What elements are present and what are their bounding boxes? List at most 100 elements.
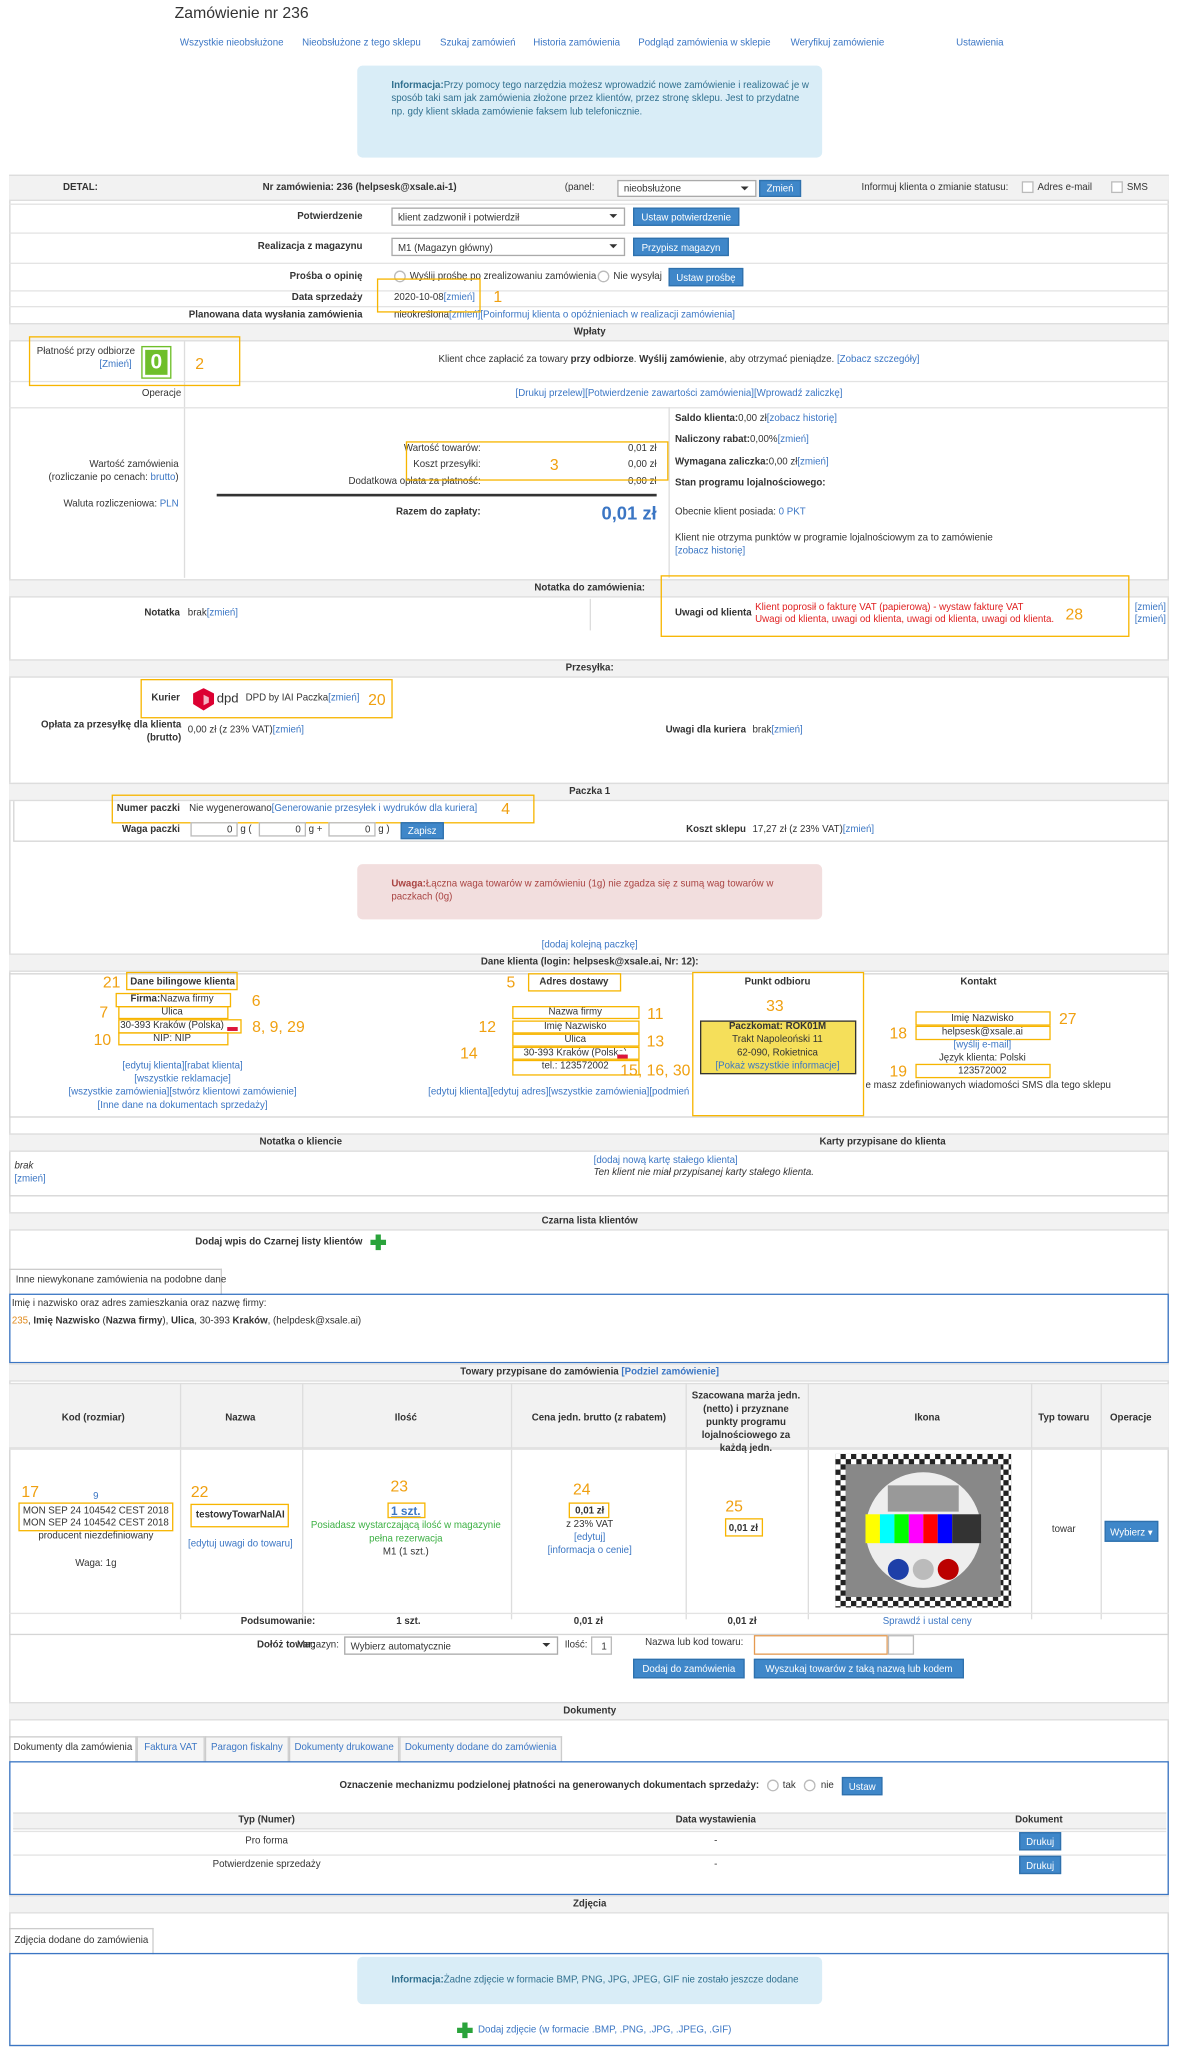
link[interactable]: [zmień] (449, 308, 481, 320)
link[interactable]: [Zobacz szczegóły] (836, 352, 920, 365)
link[interactable]: Szukaj zamówień (439, 36, 516, 49)
warehouse-select[interactable]: Wybierz automatycznie (344, 1636, 559, 1655)
label: Podsumowanie: (240, 1614, 316, 1627)
documents-frame (9, 1761, 1169, 1896)
link[interactable]: [Potwierdzenie zawartości zamówienia] (585, 386, 754, 399)
link[interactable]: [zmień] (842, 822, 875, 835)
add-photo-icon[interactable] (457, 2022, 473, 2039)
text: Dodaj wpis do Czarnej listy klientów (195, 1235, 362, 1249)
link[interactable]: [Wprowadź zaliczkę] (753, 386, 843, 399)
link[interactable]: [zmień] (1134, 612, 1167, 625)
link[interactable]: [Podziel zamówienie] (621, 1365, 720, 1378)
text: Data wystawienia (676, 1813, 756, 1826)
status-select[interactable]: nieobsłużone (617, 179, 757, 197)
button[interactable]: Wyszukaj towarów z taką nazwą lub kodem (753, 1658, 964, 1679)
link[interactable]: [zmień] (777, 432, 809, 445)
link[interactable]: 1 szt. (391, 1504, 421, 1518)
total-amount: 0,01 zł (601, 502, 656, 524)
link[interactable]: [podmień a (649, 1085, 698, 1098)
link[interactable]: [edytuj klienta] (122, 1059, 185, 1072)
link[interactable]: [Zmień] (99, 357, 132, 370)
link[interactable]: [Inne dane na dokumentach sprzedaży] (97, 1098, 268, 1111)
label: 0,00 zł (z 23% VAT) (187, 723, 273, 735)
link[interactable]: [rabat klienta] (184, 1059, 243, 1072)
link[interactable]: Ustawienia (956, 36, 1004, 49)
link[interactable]: [edytuj adres] (490, 1085, 549, 1098)
link[interactable]: [Generowanie przesyłek i wydruków dla ku… (271, 801, 478, 814)
section-header (9, 579, 1169, 598)
text: Karty przypisane do klienta (819, 1136, 945, 1149)
link[interactable]: [edytuj uwagi do towaru] (188, 1537, 293, 1550)
link[interactable]: [zmień] (328, 691, 360, 704)
link[interactable]: [edytuj] (574, 1530, 606, 1543)
label: 11 (647, 1004, 664, 1023)
search-input (753, 1635, 888, 1655)
link[interactable]: Historia zamówienia (533, 36, 621, 49)
link[interactable]: [dodaj kolejną paczkę] (541, 938, 638, 951)
button[interactable]: Drukuj (1019, 1855, 1062, 1875)
add-icon[interactable] (370, 1234, 387, 1251)
link[interactable]: Dodaj zdjęcie (w formacie .BMP, .PNG, .J… (478, 2023, 732, 2036)
button[interactable]: Ustaw prośbę (668, 267, 744, 287)
column-header: Operacje (1110, 1411, 1152, 1425)
link[interactable]: [dodaj nową kartę stałego klienta] (593, 1153, 738, 1166)
button[interactable]: Wybierz ▾ (1104, 1520, 1159, 1542)
button[interactable]: Ustaw (841, 1776, 883, 1796)
link[interactable]: 0 PKT (778, 505, 806, 517)
warehouse-select[interactable]: M1 (Magazyn główny) (391, 237, 626, 257)
link[interactable]: [Drukuj przelew] (515, 386, 586, 399)
link[interactable]: [wszystkie reklamacje] (134, 1072, 231, 1085)
nav-link: Podgląd zamówienia w sklepie (638, 36, 771, 50)
label: Planowana data wysłania zamówienia (188, 308, 363, 320)
weight-input[interactable]: 0 (190, 822, 238, 837)
link[interactable]: Dokumenty dodane do zamówienia (404, 1740, 557, 1753)
button[interactable]: Zmień (759, 179, 802, 197)
link[interactable]: [wszystkie zamówienia] (68, 1085, 170, 1098)
link[interactable]: Podgląd zamówienia w sklepie (638, 36, 771, 49)
section-header (9, 659, 1169, 678)
button[interactable]: Dodaj do zamówienia (633, 1658, 745, 1679)
link[interactable]: Faktura VAT (144, 1740, 198, 1753)
label: Zdjęcia dodane do zamówienia (14, 1933, 149, 1946)
link[interactable]: 9 (93, 1490, 99, 1502)
link[interactable]: Wszystkie nieobsłużone (179, 36, 284, 49)
section-header (9, 323, 1169, 342)
link[interactable]: Dokumenty drukowane (294, 1740, 394, 1753)
link[interactable]: [edytuj klienta] (428, 1085, 491, 1098)
annotation-box (190, 1503, 289, 1528)
label: tak (782, 1778, 796, 1791)
link[interactable]: [informacja o cenie] (547, 1543, 632, 1556)
text: Paczkomat: ROK01M (729, 1020, 826, 1033)
link[interactable]: [zobacz historię] (675, 544, 746, 557)
button[interactable]: Ustaw potwierdzenie (633, 207, 740, 226)
link[interactable]: [zmień] (771, 723, 803, 735)
link[interactable]: [Pokaż wszystkie informacje] (715, 1059, 840, 1072)
qty-input[interactable]: 1 (590, 1636, 613, 1655)
link[interactable]: [stwórz klientowi zamówienie] (169, 1085, 297, 1098)
weight-input[interactable]: 0 (258, 822, 307, 837)
link[interactable]: [zmień] (14, 1172, 46, 1185)
link[interactable]: [wszystkie zamówienia] (548, 1085, 650, 1098)
button[interactable]: Przypisz magazyn (633, 237, 729, 257)
link[interactable]: [zobacz historię] (766, 411, 837, 424)
link[interactable]: [zmień] (206, 606, 239, 619)
link[interactable]: [zmień] (1134, 600, 1167, 613)
link[interactable]: Sprawdź i ustal ceny (882, 1614, 972, 1627)
link[interactable]: Weryfikuj zamówienie (790, 36, 885, 49)
button[interactable]: Zapisz (400, 822, 444, 840)
link[interactable]: brutto (150, 470, 176, 483)
link[interactable]: [wyślij e-mail] (953, 1038, 1012, 1051)
link[interactable]: PLN (159, 497, 179, 509)
flag (617, 1054, 628, 1059)
link[interactable]: Paragon fiskalny (211, 1740, 283, 1753)
link[interactable]: [zmień] (797, 455, 829, 467)
link[interactable]: [zmień] (272, 723, 304, 735)
confirmation-select[interactable]: klient zadzwonił i potwierdził (391, 207, 626, 226)
link[interactable]: [Poinformuj klienta o opóźnieniach w rea… (480, 308, 736, 320)
link[interactable]: Nieobsłużone z tego sklepu (302, 36, 421, 49)
link[interactable]: [zmień] (443, 290, 475, 303)
label: Dane bilingowe klienta (130, 975, 235, 988)
button[interactable]: Drukuj (1019, 1832, 1062, 1851)
label: , (28, 1314, 34, 1326)
weight-input[interactable]: 0 (328, 822, 376, 837)
